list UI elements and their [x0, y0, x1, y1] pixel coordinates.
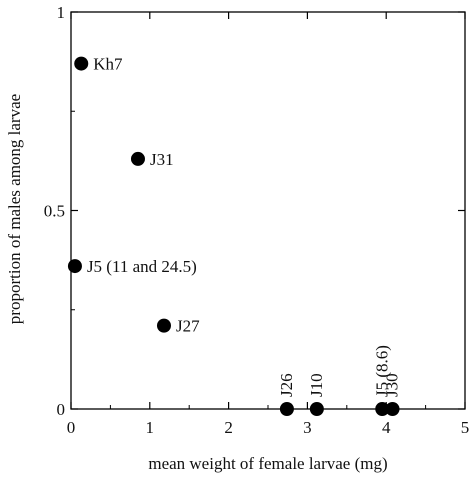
- x-axis-label: mean weight of female larvae (mg): [148, 454, 387, 473]
- x-tick-label: 3: [303, 418, 312, 437]
- marks-layer: Kh7 J31 J5 (11 and 24.5) J27 J26 J10 J5 (8.6)J…: [67, 55, 402, 416]
- axes-layer: 0 1 2 3 4 5 0 0.5 1: [44, 3, 470, 437]
- point-label: J5 (11 and 24.5): [87, 257, 197, 276]
- y-tick-label: 0: [57, 400, 66, 419]
- plot-frame: [70, 11, 466, 410]
- point-label: J30: [383, 373, 402, 397]
- data-point: [74, 56, 89, 71]
- point-label: J26: [277, 373, 296, 397]
- x-tick-label: 5: [461, 418, 470, 437]
- y-tick-label: 1: [57, 3, 66, 22]
- data-point: [67, 259, 82, 274]
- point-label: Kh7: [93, 55, 123, 74]
- data-point: [279, 402, 294, 416]
- point-label: J31: [150, 150, 174, 169]
- data-point: [385, 402, 400, 416]
- data-point: [156, 318, 171, 333]
- x-tick-label: 1: [146, 418, 155, 437]
- x-tick-label: 0: [67, 418, 76, 437]
- y-axis-label: proportion of males among larvae: [5, 94, 24, 324]
- point-label: J5 (8.6): [372, 345, 391, 397]
- data-point: [375, 402, 390, 416]
- data-point: [309, 402, 324, 416]
- point-label: J10: [307, 373, 326, 397]
- data-point: [130, 151, 145, 166]
- x-tick-label: 2: [224, 418, 233, 437]
- point-label: J27: [176, 317, 200, 336]
- y-tick-label: 0.5: [44, 202, 65, 221]
- x-tick-label: 4: [382, 418, 391, 437]
